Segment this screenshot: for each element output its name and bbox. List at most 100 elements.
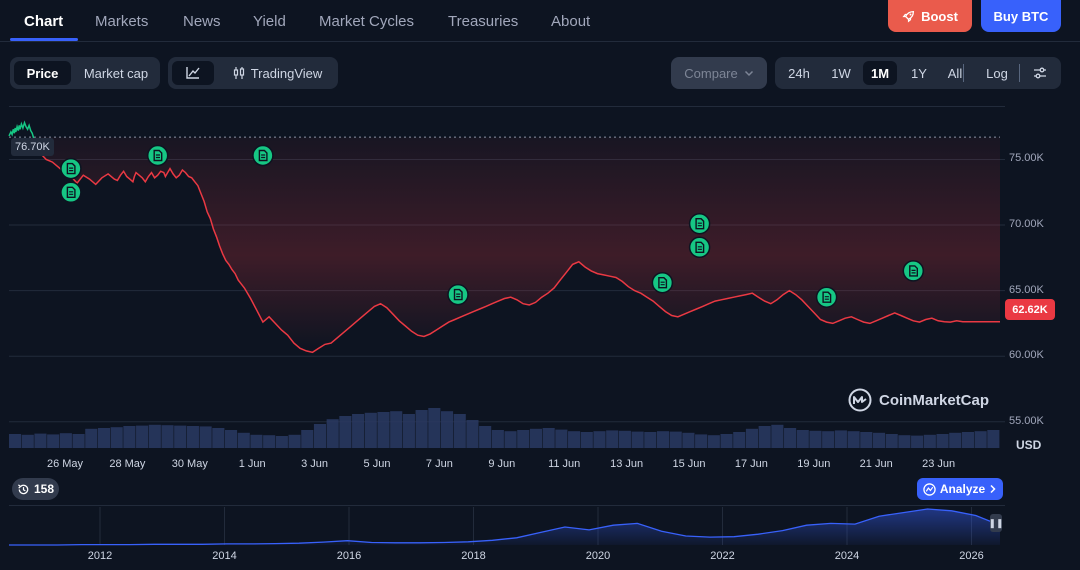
- chart-type-toggle: TradingView: [168, 57, 338, 89]
- market-cap-button[interactable]: Market cap: [83, 65, 149, 81]
- volume-bar: [822, 431, 835, 448]
- chevron-right-icon: [990, 484, 996, 494]
- volume-bar: [415, 410, 428, 448]
- analyze-button[interactable]: Analyze: [917, 478, 1003, 500]
- tab-about[interactable]: About: [551, 13, 591, 30]
- volume-bar: [186, 426, 199, 448]
- range-1w-button[interactable]: 1W: [831, 65, 851, 81]
- currency-label: USD: [1016, 438, 1042, 452]
- year-tick-label: 2018: [461, 550, 486, 562]
- volume-bar: [517, 430, 530, 448]
- volume-bar: [428, 408, 441, 448]
- volume-bar: [606, 430, 619, 448]
- news-event-marker[interactable]: [60, 157, 82, 180]
- volume-bar: [695, 434, 708, 448]
- range-24h-button[interactable]: 24h: [788, 65, 810, 81]
- year-tick-label: 2014: [212, 550, 237, 562]
- x-tick-label: 13 Jun: [610, 458, 644, 470]
- volume-bar: [85, 428, 98, 448]
- volume-bar: [199, 426, 212, 448]
- y-tick-label: 60.00K: [1009, 349, 1044, 362]
- volume-bar: [898, 435, 911, 448]
- range-all-button[interactable]: All: [947, 65, 963, 81]
- volume-bar: [758, 426, 771, 448]
- year-tick-label: 2020: [585, 550, 611, 562]
- x-tick-label: 11 Jun: [548, 458, 581, 470]
- x-tick-label: 9 Jun: [488, 458, 516, 470]
- news-event-marker[interactable]: [252, 144, 274, 167]
- tab-yield[interactable]: Yield: [253, 13, 286, 30]
- volume-bar: [110, 427, 123, 448]
- volume-bar: [872, 432, 886, 448]
- volume-bar: [911, 435, 924, 448]
- sliders-icon: [1034, 67, 1046, 79]
- tradingview-label: TradingView: [250, 65, 323, 81]
- volume-bar: [631, 431, 644, 448]
- news-event-marker[interactable]: [902, 260, 925, 282]
- analyze-icon: [923, 482, 936, 496]
- volume-bar: [860, 432, 873, 448]
- volume-bar: [21, 434, 34, 448]
- volume-bar: [136, 425, 149, 448]
- range-1y-button[interactable]: 1Y: [911, 65, 927, 81]
- volume-bar: [148, 424, 161, 448]
- volume-bar: [949, 432, 962, 448]
- chart-settings-button[interactable]: [1025, 61, 1055, 85]
- boost-button[interactable]: Boost: [888, 0, 972, 32]
- volume-bar: [682, 432, 695, 448]
- news-event-marker[interactable]: [146, 144, 169, 167]
- volume-bar: [364, 412, 377, 448]
- coinmarketcap-logo-icon: [848, 388, 872, 412]
- news-event-marker[interactable]: [815, 286, 838, 308]
- volume-bar: [390, 411, 403, 448]
- news-event-marker[interactable]: [651, 271, 674, 294]
- x-tick-label: 5 Jun: [363, 458, 391, 470]
- tradingview-button[interactable]: TradingView: [220, 61, 334, 85]
- log-scale-button[interactable]: Log: [986, 65, 1008, 81]
- volume-bar: [123, 426, 136, 448]
- volume-bar: [453, 414, 466, 448]
- volume-bar: [733, 432, 746, 448]
- price-chart[interactable]: [0, 0, 1080, 460]
- news-event-marker[interactable]: [60, 181, 82, 204]
- y-tick-label: 70.00K: [1009, 218, 1044, 231]
- volume-bar: [97, 428, 111, 448]
- tab-news[interactable]: News: [183, 13, 221, 30]
- tab-markets[interactable]: Markets: [95, 13, 149, 30]
- tab-treasuries[interactable]: Treasuries: [448, 13, 519, 30]
- year-tick-label: 2026: [959, 550, 984, 562]
- price-button[interactable]: Price: [14, 61, 71, 85]
- year-tick-label: 2012: [87, 550, 113, 562]
- compare-dropdown[interactable]: Compare: [671, 57, 767, 89]
- volume-bar: [313, 424, 327, 448]
- volume-bar: [288, 434, 301, 448]
- volume-bar: [72, 434, 85, 448]
- volume-bar: [250, 434, 263, 448]
- volume-bar: [275, 436, 288, 448]
- reference-price-label: 76.70K: [11, 138, 54, 156]
- tab-market-cycles[interactable]: Market Cycles: [319, 13, 415, 30]
- volume-bar: [885, 434, 898, 448]
- news-event-marker[interactable]: [688, 212, 711, 235]
- volume-bar: [263, 435, 276, 448]
- news-event-marker[interactable]: [688, 236, 711, 259]
- navigator-handle[interactable]: ❚❚: [988, 514, 1004, 532]
- year-tick-label: 2016: [336, 550, 362, 562]
- tab-chart[interactable]: Chart: [24, 13, 64, 30]
- year-tick-label: 2022: [710, 550, 735, 562]
- volume-bar: [707, 435, 720, 448]
- range-1m-button[interactable]: 1M: [863, 61, 897, 85]
- volume-bar: [618, 430, 631, 448]
- volume-bar: [529, 428, 543, 448]
- news-event-marker[interactable]: [447, 283, 469, 306]
- volume-bar: [809, 430, 822, 448]
- watermark-text: CoinMarketCap: [879, 391, 990, 409]
- volume-bar: [352, 414, 365, 448]
- volume-bar: [974, 431, 987, 448]
- history-navigator[interactable]: [9, 505, 1005, 545]
- history-count-badge[interactable]: 158: [12, 478, 59, 500]
- line-chart-button[interactable]: [172, 61, 214, 85]
- volume-bar: [923, 434, 936, 448]
- volume-bar: [34, 433, 47, 448]
- buy-btc-button[interactable]: Buy BTC: [981, 0, 1061, 32]
